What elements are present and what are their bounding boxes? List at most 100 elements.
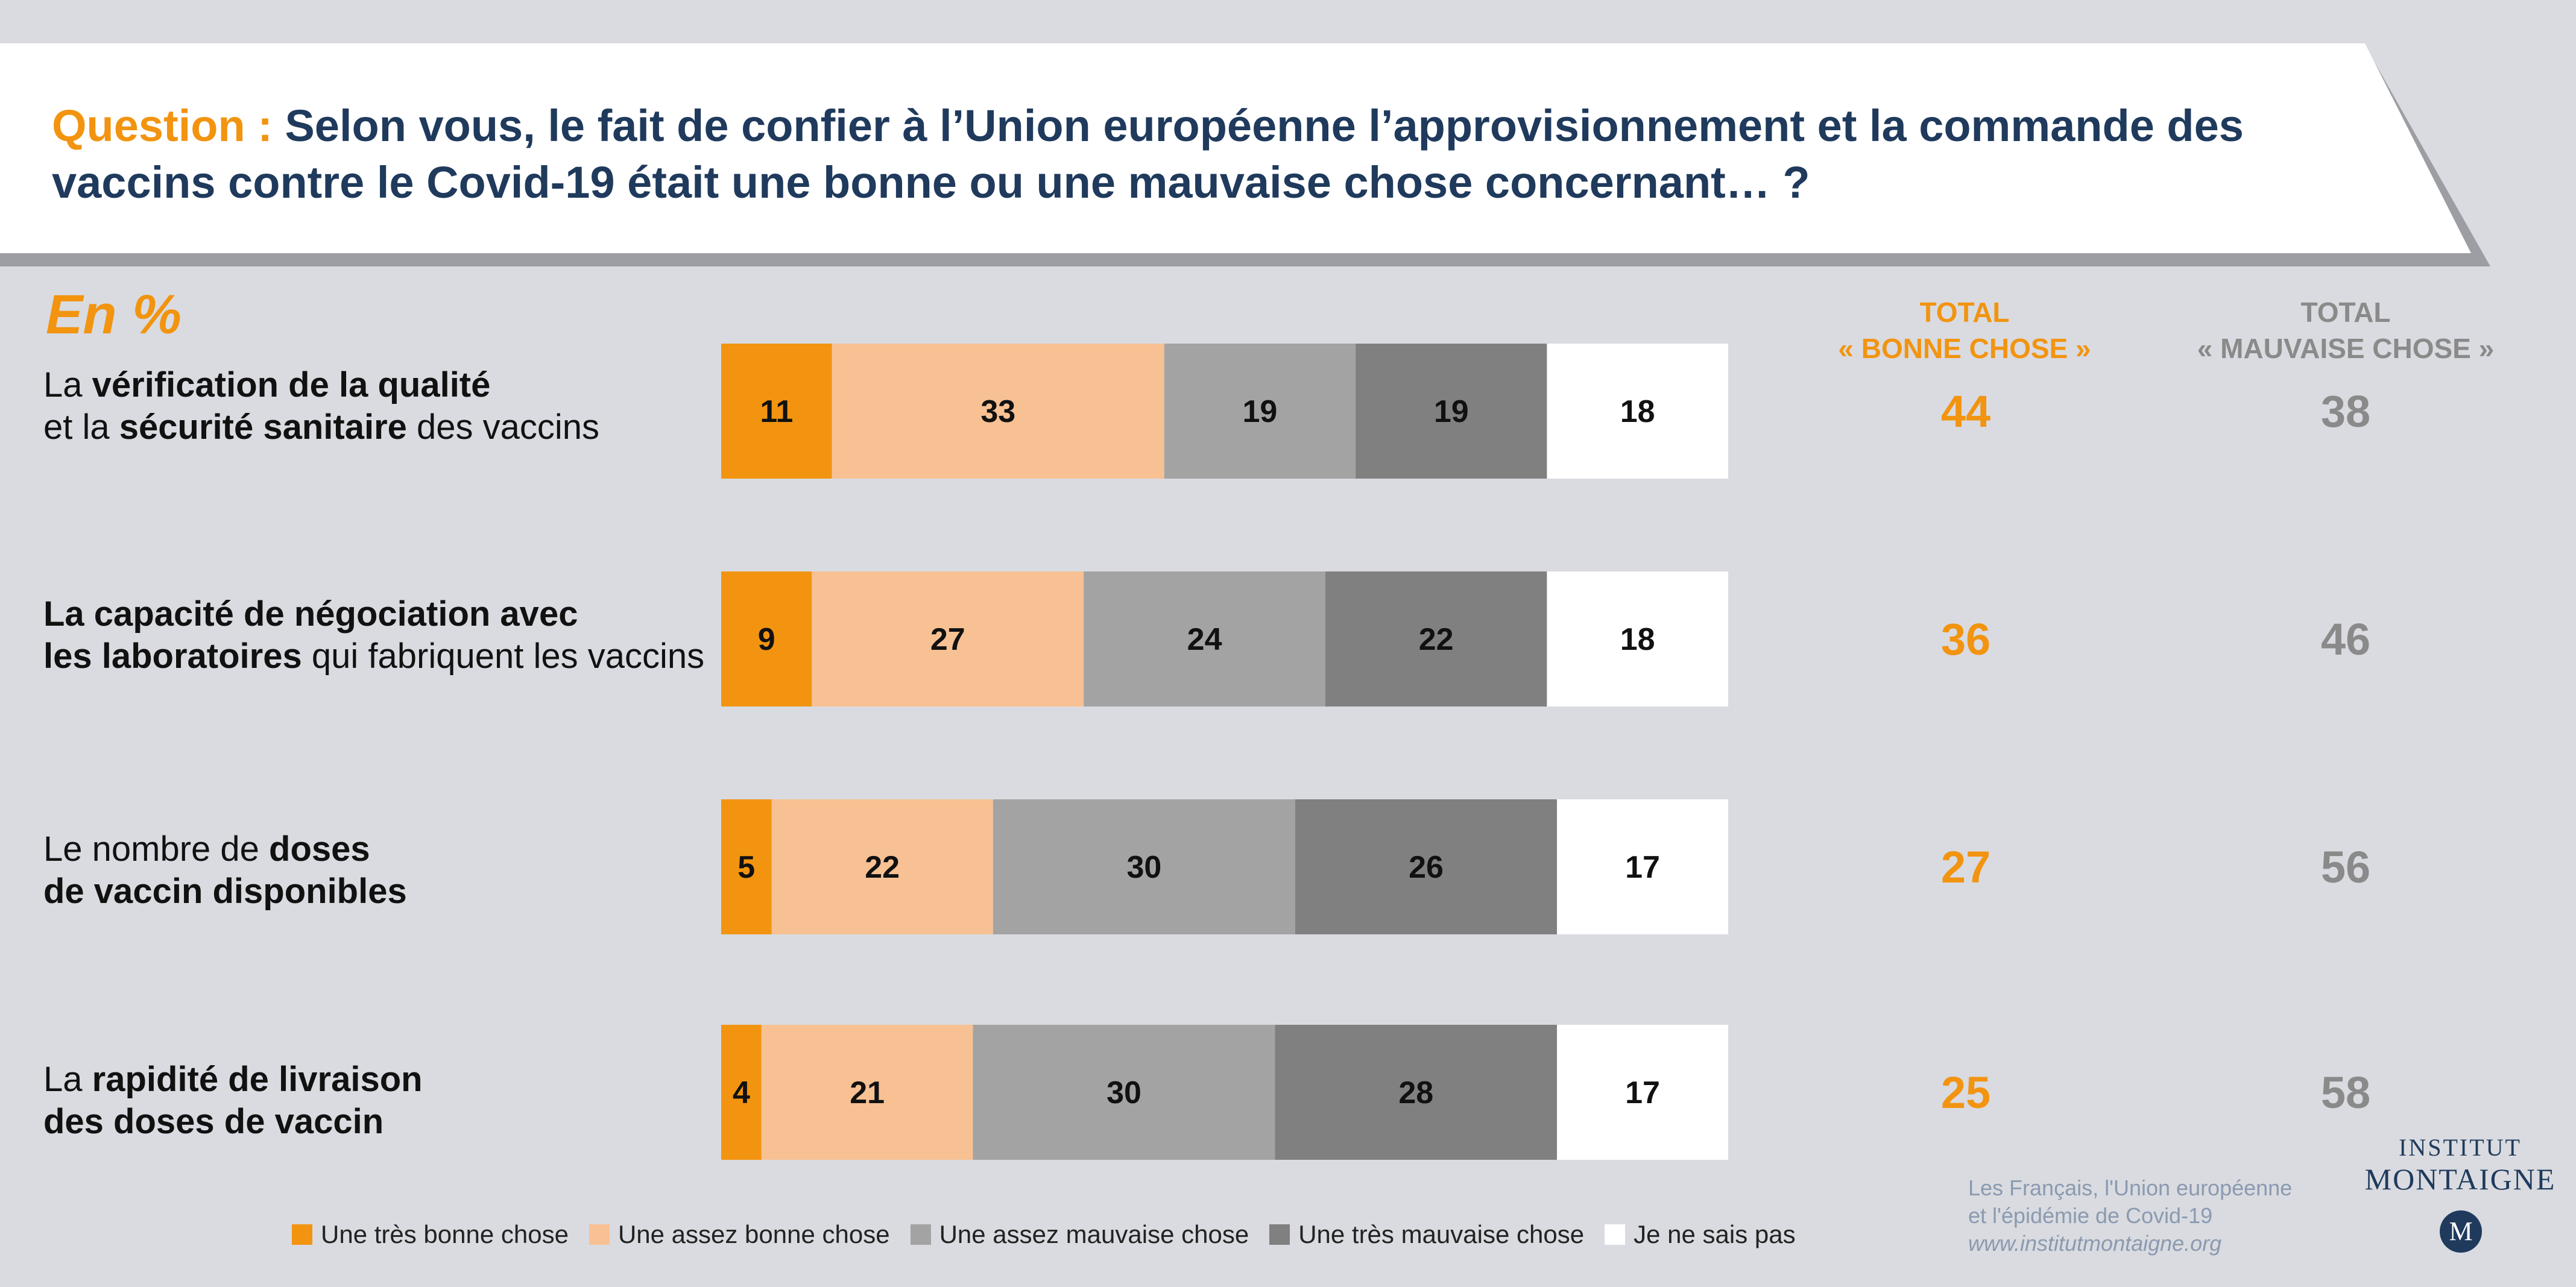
row-label-segment: des vaccins: [406, 407, 600, 447]
bar-segment: [761, 1025, 973, 1160]
institut-montaigne-logo: INSTITUT MONTAIGNE: [2364, 1133, 2557, 1197]
row-label-segment: Le nombre de: [43, 829, 270, 869]
row-label-segment: les laboratoires: [43, 637, 302, 676]
bar-value-label: 5: [737, 850, 755, 885]
bar-segment: [721, 344, 832, 479]
row-label-segment: qui fabriquent les vaccins: [301, 637, 705, 676]
total-good-header-line1: TOTAL: [1919, 297, 2010, 328]
row-label: Le nombre de doses de vaccin disponibles: [43, 828, 713, 913]
chart-legend: Une très bonne chose Une assez bonne chos…: [292, 1216, 1816, 1253]
bar-value-label: 22: [1419, 622, 1454, 657]
total-good-value: 27: [1941, 842, 1990, 892]
bar-value-label: 22: [865, 850, 900, 885]
legend-swatch: [910, 1224, 931, 1245]
bar-value-label: 26: [1409, 850, 1444, 885]
legend-label: Une très mauvaise chose: [1298, 1220, 1585, 1248]
bar-segment: [721, 799, 772, 934]
bar-value-label: 28: [1398, 1075, 1433, 1110]
row-label-segment: de vaccin disponibles: [43, 872, 407, 911]
row-label-line: des doses de vaccin: [43, 1101, 713, 1143]
source-line1: Les Français, l'Union européenne: [1968, 1175, 2293, 1200]
bar-segment: [1084, 571, 1325, 706]
bar-value-label: 24: [1187, 622, 1222, 657]
total-good-value: 44: [1941, 386, 1990, 436]
row-label-segment: et la: [43, 407, 119, 447]
source-note: Les Français, l'Union européenne et l'ép…: [1968, 1174, 2292, 1257]
row-label-segment: La: [43, 1060, 92, 1099]
legend-item: Une très bonne chose: [292, 1220, 569, 1249]
legend-label: Une très bonne chose: [321, 1220, 569, 1248]
bar-value-label: 11: [760, 394, 793, 429]
bar-segment: [1356, 344, 1547, 479]
total-bad-value: 56: [2321, 842, 2370, 892]
row-label-line: La rapidité de livraison: [43, 1059, 713, 1101]
row-label-line: de vaccin disponibles: [43, 870, 713, 913]
source-url[interactable]: www.institutmontaigne.org: [1968, 1231, 2222, 1256]
bar-segment: [993, 799, 1295, 934]
row-label-segment: des doses de vaccin: [43, 1102, 384, 1141]
row-label: La vérification de la qualité et la sécur…: [43, 364, 713, 448]
row-label-segment: rapidité de livraison: [92, 1060, 423, 1099]
bar-value-label: 33: [980, 394, 1015, 429]
legend-label: Une assez bonne chose: [617, 1220, 890, 1248]
legend-item: Une assez mauvaise chose: [910, 1220, 1249, 1249]
montaigne-emblem-icon: M: [2440, 1210, 2482, 1253]
bar-value-label: 30: [1126, 850, 1161, 885]
bar-segment: [1164, 344, 1356, 479]
legend-label: Je ne sais pas: [1634, 1220, 1796, 1248]
legend-swatch: [292, 1224, 312, 1245]
bar-segment: [1547, 344, 1728, 479]
question-text: Selon vous, le fait de confier à l’Union…: [52, 101, 2244, 207]
bar-segment: [1295, 799, 1558, 934]
legend-item: Une très mauvaise chose: [1269, 1220, 1584, 1249]
row-label-segment: sécurité sanitaire: [119, 407, 407, 447]
row-label-line: Le nombre de doses: [43, 828, 713, 870]
header-banner: [0, 43, 2490, 266]
bar-value-label: 21: [850, 1075, 885, 1110]
legend-swatch: [1269, 1224, 1290, 1245]
row-label: La rapidité de livraison des doses de vac…: [43, 1059, 713, 1143]
unit-label: En %: [46, 284, 182, 345]
total-bad-header-line2: « MAUVAISE CHOSE »: [2197, 333, 2495, 364]
bar-value-label: 30: [1106, 1075, 1141, 1110]
row-label-line: La vérification de la qualité: [43, 364, 713, 406]
bar-segment: [832, 344, 1164, 479]
bar-value-label: 19: [1434, 394, 1469, 429]
legend-item: Je ne sais pas: [1605, 1220, 1796, 1249]
total-bad-value: 38: [2321, 386, 2370, 436]
row-label-segment: La capacité de négociation avec: [43, 594, 578, 634]
source-line2: et l'épidémie de Covid-19: [1968, 1203, 2213, 1228]
bar-value-label: 19: [1243, 394, 1278, 429]
legend-swatch: [589, 1224, 610, 1245]
bar-value-label: 27: [930, 622, 965, 657]
total-good-value: 36: [1941, 614, 1990, 664]
bar-value-label: 18: [1620, 394, 1655, 429]
bar-value-label: 17: [1625, 1075, 1660, 1110]
header-banner-panel: [0, 43, 2471, 253]
row-label-line: les laboratoires qui fabriquent les vacc…: [43, 635, 713, 678]
logo-line1: INSTITUT: [2399, 1134, 2522, 1161]
bar-segment: [1547, 571, 1728, 706]
bar-value-label: 18: [1620, 622, 1655, 657]
question-title: Question : Selon vous, le fait de confie…: [52, 98, 2379, 211]
logo-line2: MONTAIGNE: [2364, 1162, 2556, 1196]
bar-segment: [812, 571, 1084, 706]
row-label-line: La capacité de négociation avec: [43, 593, 713, 635]
row-label-segment: vérification de la qualité: [92, 365, 491, 404]
total-bad-header: TOTAL « MAUVAISE CHOSE »: [2189, 294, 2502, 367]
row-label-segment: doses: [269, 829, 370, 869]
bar-segment: [973, 1025, 1275, 1160]
total-bad-value: 46: [2321, 614, 2370, 664]
bar-segment: [1557, 799, 1728, 934]
bar-value-label: 17: [1625, 850, 1660, 885]
bar-value-label: 4: [733, 1075, 750, 1110]
total-bad-value: 58: [2321, 1068, 2370, 1118]
legend-swatch: [1605, 1224, 1626, 1245]
total-good-header-line2: « BONNE CHOSE »: [1838, 333, 2091, 364]
bar-segment: [721, 1025, 762, 1160]
row-label: La capacité de négociation avec les labor…: [43, 593, 713, 678]
question-prefix: Question :: [52, 101, 285, 151]
row-label-segment: La: [43, 365, 92, 404]
row-label-line: et la sécurité sanitaire des vaccins: [43, 406, 713, 448]
